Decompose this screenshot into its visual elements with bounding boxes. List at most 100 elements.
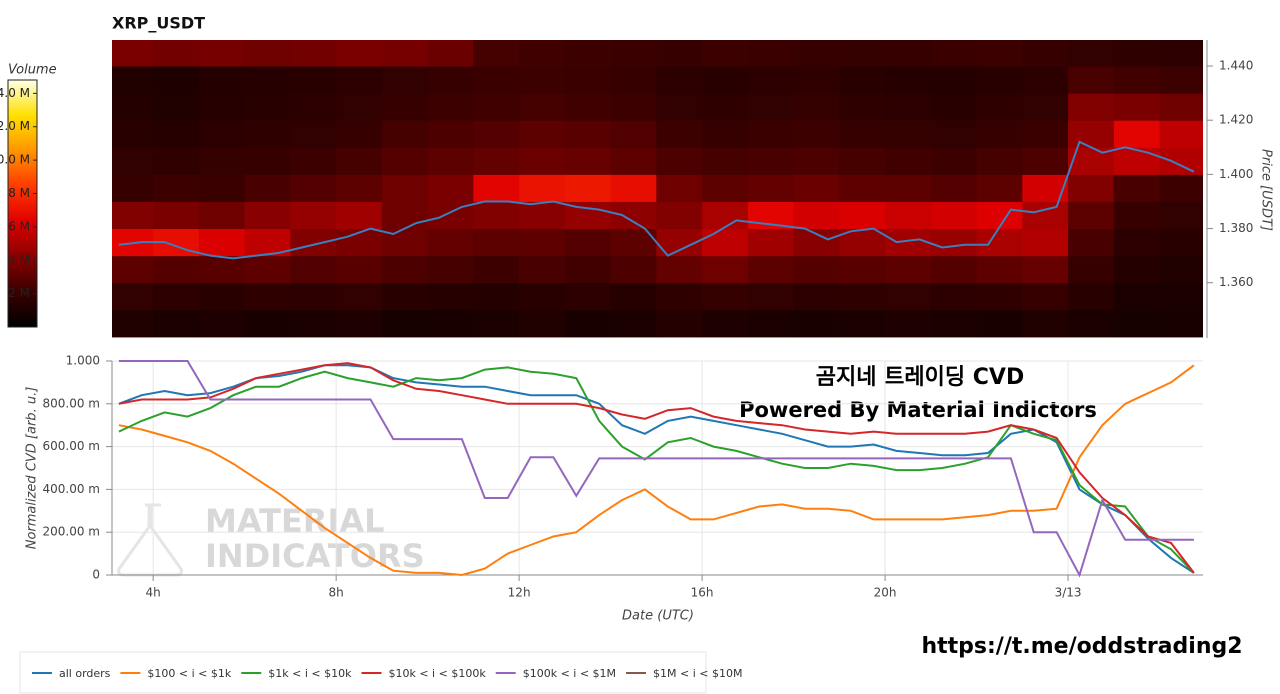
heat-cell (112, 93, 154, 121)
heat-cell (198, 282, 246, 311)
heat-cell (473, 147, 520, 175)
heat-cell (702, 147, 749, 175)
heat-cell (656, 282, 703, 311)
heat-cell (1159, 40, 1203, 67)
heat-cell (153, 255, 200, 284)
heat-cell (1113, 40, 1161, 67)
heat-cell (1159, 255, 1203, 284)
heat-cell (610, 174, 657, 202)
annotation: 곰지네 트레이딩 CVD (816, 365, 1024, 390)
heat-cell (381, 255, 429, 284)
heat-cell (427, 93, 474, 121)
heat-cell (930, 201, 978, 230)
heat-cell (381, 66, 429, 94)
heat-cell (976, 282, 1023, 311)
y-tick-label: 600.00 m (43, 439, 101, 453)
heat-cell (198, 309, 246, 338)
heat-cell (839, 255, 886, 284)
colorbar-tick-label: 8 M (8, 186, 30, 200)
heat-cell (747, 255, 795, 284)
heat-cell (656, 255, 703, 284)
series-line (118, 362, 1195, 574)
colorbar-tick-label: 2 M (8, 286, 30, 300)
heat-cell (976, 201, 1023, 230)
heat-cell (564, 66, 612, 94)
heat-cell (473, 93, 520, 121)
heat-cell (793, 40, 840, 67)
heat-cell (564, 147, 612, 175)
heat-cell (1159, 228, 1203, 257)
heat-cell (519, 147, 566, 175)
heat-cell (290, 66, 337, 94)
heat-cell (1113, 201, 1161, 230)
heat-cell (198, 66, 246, 94)
heat-cell (976, 147, 1023, 175)
heat-cell (930, 93, 978, 121)
heat-cell (1022, 282, 1069, 311)
heat-cell (930, 255, 978, 284)
colorbar-tick-label: 12.0 M (0, 119, 30, 133)
x-tick-label: 20h (874, 586, 897, 600)
y-tick-label: 1.360 (1219, 275, 1253, 289)
heat-cell (381, 282, 429, 311)
heat-cell (290, 40, 337, 67)
colorbar (7, 79, 38, 328)
heat-cell (930, 309, 978, 338)
heat-cell (1159, 174, 1203, 202)
heat-cell (793, 66, 840, 94)
price-line (118, 140, 1195, 260)
heat-cell (427, 255, 474, 284)
heat-cell (153, 40, 200, 67)
heat-cell (112, 147, 154, 175)
heat-cell (702, 120, 749, 148)
heat-cell (112, 66, 154, 94)
heat-cell (702, 93, 749, 121)
heat-cell (1022, 201, 1069, 230)
colorbar-tick-label: 10.0 M (0, 153, 30, 167)
heat-cell (930, 282, 978, 311)
heat-cell (564, 309, 612, 338)
heat-cell (1068, 201, 1115, 230)
heat-cell (153, 93, 200, 121)
heat-cell (1022, 174, 1069, 202)
heat-cell (473, 66, 520, 94)
heat-cell (885, 120, 932, 148)
heat-cell (336, 309, 383, 338)
heat-cell (564, 93, 612, 121)
heat-cell (427, 228, 474, 257)
heat-cell (656, 174, 703, 202)
heat-cell (244, 66, 291, 94)
heat-cell (381, 309, 429, 338)
heat-cell (244, 174, 291, 202)
heat-cell (112, 40, 154, 67)
heatmap (112, 40, 1203, 338)
heat-cell (519, 282, 566, 311)
heat-cell (381, 147, 429, 175)
heat-cell (1022, 255, 1069, 284)
heat-cell (747, 228, 795, 257)
heat-cell (702, 255, 749, 284)
legend-label: $1M < i < $10M (653, 667, 742, 680)
heat-cell (610, 147, 657, 175)
series-line (118, 364, 1195, 574)
heat-cell (564, 120, 612, 148)
heat-cell (885, 228, 932, 257)
heat-cell (1022, 147, 1069, 175)
heat-cell (244, 201, 291, 230)
heat-cell (112, 120, 154, 148)
x-tick-label: 4h (146, 586, 161, 600)
heat-cell (336, 40, 383, 67)
heat-cell (747, 147, 795, 175)
heat-cell (381, 40, 429, 67)
heat-cell (290, 120, 337, 148)
colorbar-tick-label: 6 M (8, 219, 30, 233)
legend-label: $10k < i < $100k (388, 667, 486, 680)
legend-label: all orders (59, 667, 111, 680)
heat-cell (198, 174, 246, 202)
heat-cell (1113, 120, 1161, 148)
heat-cell (381, 201, 429, 230)
heat-cell (839, 174, 886, 202)
heat-cell (1159, 309, 1203, 338)
heat-cell (1113, 255, 1161, 284)
heat-cell (793, 255, 840, 284)
